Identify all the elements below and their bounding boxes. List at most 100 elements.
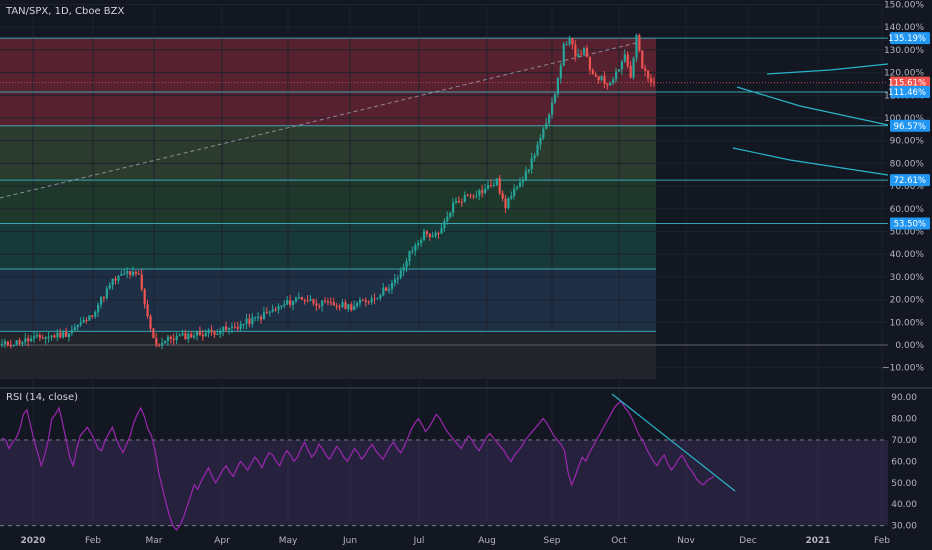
- candle-body-99: [289, 300, 292, 305]
- y-tick-label: 120.00%: [884, 69, 924, 79]
- candle-body-184: [536, 144, 539, 156]
- candle-body-110: [321, 300, 324, 307]
- candle-body-1: [3, 341, 7, 344]
- candle-body-16: [47, 336, 50, 338]
- candle-body-101: [294, 297, 298, 302]
- candle-body-109: [318, 305, 321, 307]
- rsi-y-tick-label: 50.00: [891, 479, 917, 489]
- candle-body-122: [356, 303, 359, 307]
- candle-body-86: [251, 317, 254, 325]
- candle-body-30: [88, 315, 91, 321]
- candle-body-169: [492, 185, 495, 187]
- x-tick-label: Apr: [214, 536, 230, 546]
- candle-body-93: [271, 309, 274, 312]
- y-tick-label: 130.00%: [884, 46, 924, 56]
- candle-body-77: [225, 326, 228, 330]
- candle-body-192: [559, 65, 562, 79]
- candle-body-196: [571, 38, 574, 45]
- candle-body-104: [303, 299, 306, 301]
- candle-body-61: [178, 335, 181, 337]
- price-tag-label: 111.46%: [888, 88, 926, 98]
- candle-body-222: [647, 70, 650, 79]
- y-tick-label: 150.00%: [884, 1, 924, 11]
- candle-body-116: [338, 306, 341, 308]
- y-tick-label: −10.00%: [882, 364, 924, 374]
- rsi-y-tick-label: 80.00: [891, 415, 917, 425]
- candle-body-183: [533, 155, 536, 159]
- candle-body-97: [283, 304, 286, 306]
- candle-body-149: [434, 232, 437, 236]
- candle-body-88: [257, 316, 260, 318]
- x-tick-label: Sep: [544, 536, 561, 546]
- candle-body-153: [446, 216, 449, 222]
- candle-body-105: [306, 300, 309, 302]
- fib-zone-4: [0, 223, 656, 269]
- candle-body-119: [347, 304, 350, 310]
- candle-body-54: [158, 344, 161, 346]
- candle-body-223: [649, 78, 653, 82]
- candle-body-215: [626, 54, 629, 66]
- candle-body-159: [463, 195, 466, 202]
- candle-body-10: [30, 338, 33, 342]
- candle-body-152: [443, 221, 446, 229]
- candle-body-173: [504, 198, 507, 209]
- candle-body-34: [99, 296, 103, 305]
- candle-body-194: [565, 44, 568, 46]
- candle-body-176: [513, 188, 516, 196]
- candle-body-209: [609, 83, 612, 86]
- candle-body-125: [364, 300, 367, 302]
- candle-body-163: [475, 195, 478, 197]
- candle-body-131: [382, 287, 385, 296]
- y-tick-label: 50.00%: [890, 228, 925, 238]
- candle-body-6: [18, 340, 21, 344]
- candle-body-136: [396, 277, 399, 280]
- candle-body-19: [56, 332, 59, 338]
- candle-body-114: [332, 302, 335, 306]
- x-tick-label: May: [279, 536, 298, 546]
- candle-body-55: [161, 343, 164, 346]
- candle-body-137: [399, 270, 402, 278]
- candle-body-175: [510, 195, 513, 199]
- candle-body-212: [617, 69, 621, 72]
- projection-line-middle: [736, 86, 889, 126]
- candle-body-189: [550, 102, 554, 115]
- x-tick-label: Dec: [739, 536, 756, 546]
- y-tick-label: 70.00%: [890, 182, 925, 192]
- candle-body-39: [114, 278, 117, 281]
- rsi-y-tick-label: 60.00: [891, 457, 917, 467]
- candle-body-2: [6, 341, 10, 346]
- candle-body-171: [498, 178, 501, 193]
- candle-body-121: [353, 306, 356, 310]
- candle-body-13: [38, 335, 42, 338]
- candle-body-138: [402, 267, 405, 271]
- candle-body-108: [315, 303, 318, 306]
- candle-body-81: [236, 327, 239, 329]
- candle-body-11: [33, 336, 36, 339]
- candle-body-75: [219, 331, 222, 334]
- price-tag-label: 53.50%: [894, 220, 926, 230]
- candle-body-135: [393, 279, 397, 283]
- candle-body-124: [361, 299, 365, 301]
- candle-body-197: [574, 44, 577, 57]
- y-tick-label: 0.00%: [895, 341, 924, 351]
- candle-body-193: [562, 44, 565, 66]
- candle-body-82: [239, 323, 242, 329]
- projection-line-lower: [732, 147, 889, 176]
- candle-body-148: [431, 235, 434, 237]
- candle-body-190: [553, 94, 557, 103]
- candle-body-127: [370, 298, 373, 303]
- candle-body-51: [149, 315, 152, 329]
- candle-body-22: [65, 332, 68, 337]
- candle-body-12: [35, 335, 39, 337]
- candle-body-198: [577, 54, 580, 57]
- x-tick-label: Mar: [146, 536, 163, 546]
- candle-body-143: [417, 243, 420, 245]
- candle-body-103: [300, 297, 303, 300]
- x-tick-label: Jun: [342, 536, 357, 546]
- y-tick-label: 80.00%: [890, 159, 925, 169]
- candle-body-100: [292, 301, 295, 305]
- candle-body-188: [548, 114, 551, 124]
- price-tag-bg-0: [890, 32, 930, 45]
